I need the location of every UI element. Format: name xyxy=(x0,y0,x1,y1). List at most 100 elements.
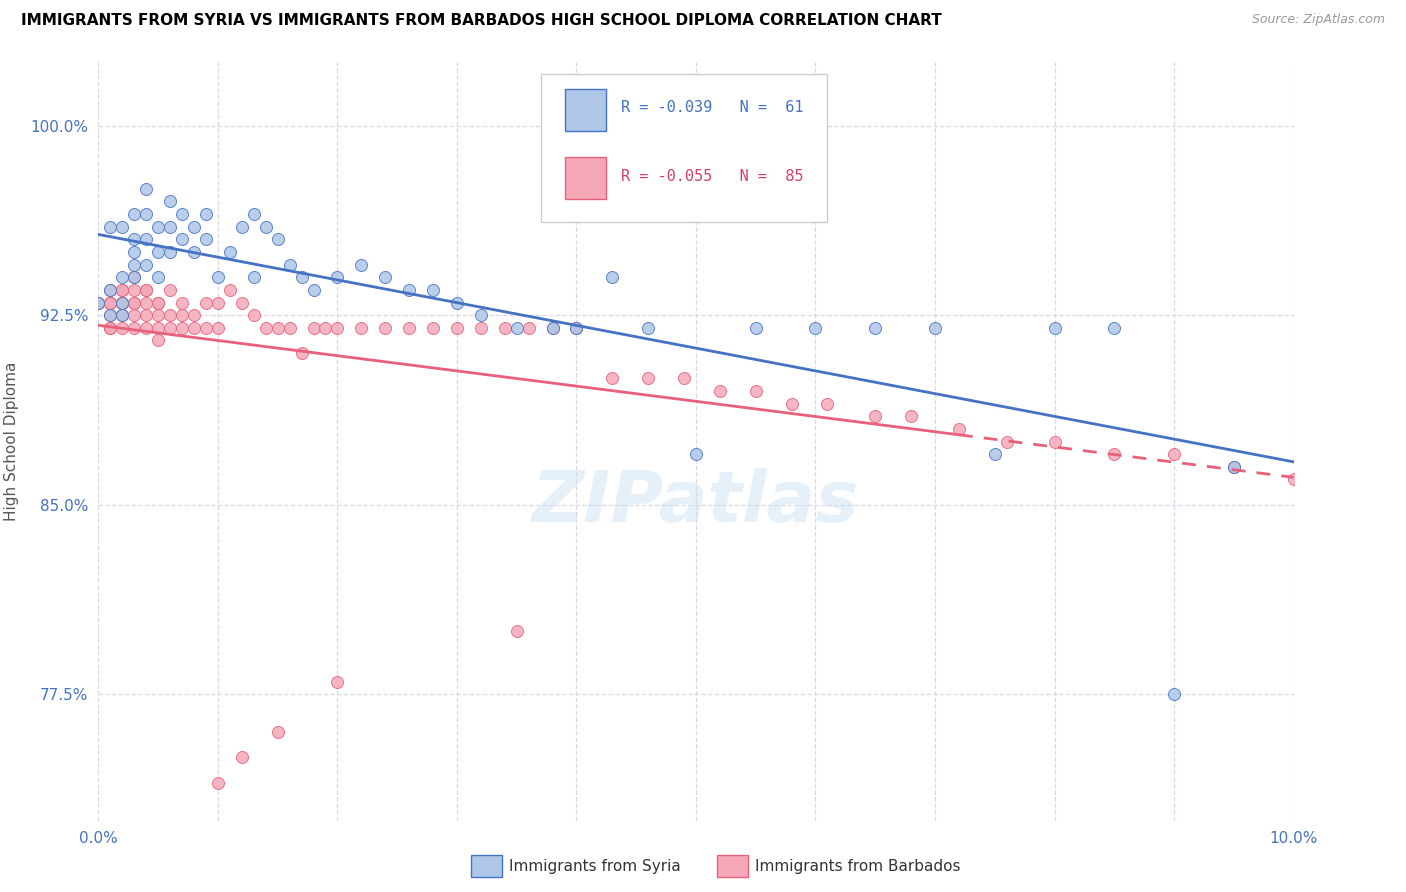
Point xyxy=(172,295,194,310)
Point xyxy=(1104,320,1126,334)
FancyBboxPatch shape xyxy=(541,74,827,221)
Point xyxy=(291,270,314,285)
Point xyxy=(159,244,181,259)
Text: Immigrants from Barbados: Immigrants from Barbados xyxy=(755,859,960,873)
Text: Source: ZipAtlas.com: Source: ZipAtlas.com xyxy=(1251,13,1385,27)
Point xyxy=(135,308,157,322)
Point xyxy=(673,371,696,385)
Point xyxy=(278,258,301,272)
Point xyxy=(111,295,134,310)
Point xyxy=(267,320,290,334)
Point xyxy=(278,320,301,334)
Point xyxy=(135,295,157,310)
Point xyxy=(87,295,110,310)
Point xyxy=(111,308,134,322)
Point xyxy=(148,270,170,285)
Point xyxy=(219,244,242,259)
Point xyxy=(207,776,229,790)
Point xyxy=(98,283,122,297)
Point xyxy=(1223,459,1246,474)
Point xyxy=(709,384,731,398)
Point xyxy=(135,232,157,246)
Point xyxy=(98,320,122,334)
Point xyxy=(1043,434,1066,449)
Point xyxy=(984,447,1007,461)
Y-axis label: High School Diploma: High School Diploma xyxy=(4,362,18,521)
Point xyxy=(685,447,707,461)
Point xyxy=(183,308,205,322)
Point xyxy=(1163,447,1185,461)
Point xyxy=(159,320,181,334)
Point xyxy=(98,295,122,310)
Point xyxy=(111,308,134,322)
Text: Immigrants from Syria: Immigrants from Syria xyxy=(509,859,681,873)
Point xyxy=(195,232,218,246)
Point xyxy=(602,371,624,385)
Point xyxy=(1104,447,1126,461)
Point xyxy=(1282,473,1305,487)
Point xyxy=(494,320,516,334)
Point xyxy=(398,320,420,334)
Point xyxy=(111,270,134,285)
Point xyxy=(254,320,277,334)
Point xyxy=(745,384,768,398)
Point xyxy=(326,320,349,334)
Point xyxy=(207,320,229,334)
Point xyxy=(326,674,349,689)
Point xyxy=(1163,687,1185,701)
Point xyxy=(254,219,277,234)
Point xyxy=(135,283,157,297)
Point xyxy=(124,320,146,334)
Text: R = -0.055   N =  85: R = -0.055 N = 85 xyxy=(620,169,803,184)
Point xyxy=(135,320,157,334)
Point xyxy=(506,320,529,334)
Point xyxy=(446,295,468,310)
Point xyxy=(637,320,659,334)
Point xyxy=(124,308,146,322)
Point xyxy=(780,396,803,410)
Point xyxy=(111,283,134,297)
Text: R = -0.039   N =  61: R = -0.039 N = 61 xyxy=(620,101,803,115)
Point xyxy=(172,308,194,322)
Point xyxy=(207,270,229,285)
Point xyxy=(135,207,157,221)
Point xyxy=(398,283,420,297)
Point xyxy=(111,295,134,310)
Point xyxy=(124,207,146,221)
Point xyxy=(87,295,110,310)
Point xyxy=(207,295,229,310)
Point xyxy=(267,725,290,739)
Point xyxy=(302,283,325,297)
Point xyxy=(172,207,194,221)
Point xyxy=(98,219,122,234)
Point xyxy=(350,320,373,334)
Point xyxy=(995,434,1018,449)
Point xyxy=(565,320,588,334)
Point xyxy=(98,295,122,310)
Point xyxy=(517,320,540,334)
Point xyxy=(135,258,157,272)
Point xyxy=(291,346,314,360)
Point xyxy=(111,295,134,310)
Point xyxy=(231,219,253,234)
Point xyxy=(315,320,337,334)
Point xyxy=(422,283,444,297)
Point xyxy=(159,194,181,209)
Point xyxy=(98,308,122,322)
Point xyxy=(87,295,110,310)
Point xyxy=(111,320,134,334)
Point xyxy=(541,320,564,334)
Point xyxy=(422,320,444,334)
Point xyxy=(195,207,218,221)
Point xyxy=(135,283,157,297)
Point xyxy=(326,270,349,285)
Point xyxy=(98,320,122,334)
Point xyxy=(302,320,325,334)
Point xyxy=(231,295,253,310)
Point xyxy=(148,295,170,310)
Point xyxy=(124,270,146,285)
Point xyxy=(124,295,146,310)
Point xyxy=(98,295,122,310)
Point xyxy=(470,320,492,334)
Point xyxy=(900,409,922,424)
